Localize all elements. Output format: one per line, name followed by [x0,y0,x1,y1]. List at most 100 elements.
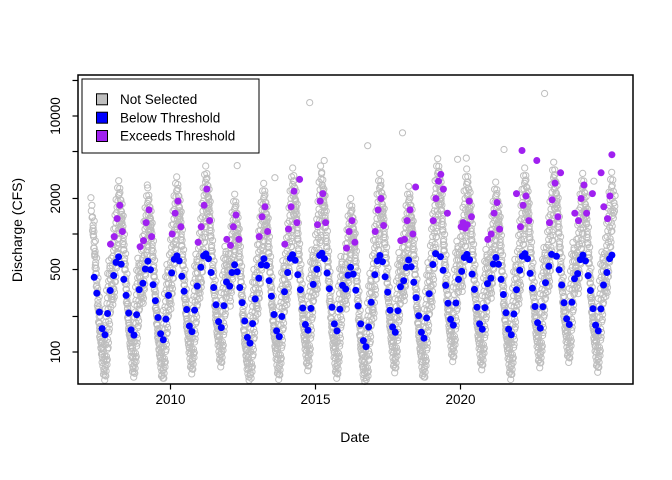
exceeds-threshold-point [197,223,205,231]
exceeds-threshold-point [140,237,147,245]
not-selected-point [363,364,371,372]
not-selected-point [577,237,585,245]
not-selected-point [94,296,102,304]
not-selected-point [304,354,312,362]
not-selected-point [334,370,342,378]
not-selected-point [521,177,529,185]
not-selected-point [534,333,543,341]
not-selected-point [177,230,185,238]
not-selected-point [604,227,612,235]
not-selected-point [206,208,214,216]
not-selected-point [203,174,211,182]
not-selected-point [162,345,170,353]
not-selected-point [429,275,438,283]
not-selected-point [313,285,321,293]
not-selected-point [338,316,346,324]
not-selected-point [234,227,242,235]
not-selected-point [523,184,531,192]
exceeds-threshold-point [287,203,295,211]
exceeds-threshold-point [113,215,121,223]
not-selected-point [377,181,385,189]
not-selected-point [508,355,517,363]
not-selected-point [364,367,372,375]
not-selected-point [131,364,139,372]
below-threshold-point [468,270,476,278]
not-selected-point [406,190,414,198]
y-tick-label: 2000 [48,183,63,213]
exceeds-threshold-point [177,223,185,231]
below-threshold-point [357,320,365,328]
exceeds-threshold-point [465,197,473,205]
not-selected-point [389,338,398,346]
not-selected-point [322,234,330,242]
not-selected-point [438,217,446,225]
not-selected-point [276,355,284,363]
not-selected-point [536,348,544,356]
exceeds-threshold-point [168,230,176,238]
below-threshold-point [371,271,379,279]
not-selected-point [190,348,198,357]
not-selected-point [157,364,165,372]
not-selected-point [409,245,417,253]
below-threshold-point [207,269,215,276]
not-selected-point [554,194,562,202]
not-selected-point [482,313,490,321]
not-selected-point [268,283,276,291]
not-selected-point [248,363,256,371]
exceeds-threshold-point [429,217,437,225]
not-selected-point [176,215,184,223]
not-selected-point [418,348,427,356]
exceeds-threshold-point [401,235,408,243]
not-selected-point [88,227,97,235]
not-selected-swatch-icon [96,93,108,106]
not-selected-point [540,311,548,319]
not-selected-point [538,342,546,350]
not-selected-point [512,318,520,326]
below-threshold-point [495,260,502,268]
below-threshold-point [162,315,170,323]
below-threshold-point [246,339,254,347]
exceeds-threshold-point [229,223,237,231]
not-selected-point [405,240,413,248]
not-selected-point [595,363,603,371]
below-threshold-point [318,249,326,257]
not-selected-point [460,211,468,219]
below-threshold-point [586,287,594,294]
below-threshold-point [381,273,389,281]
not-selected-point [227,288,235,297]
not-selected-point [382,248,390,256]
exceeds-threshold-point [437,170,445,178]
below-threshold-point [263,261,270,269]
not-selected-point [177,236,185,244]
not-selected-point [131,349,139,357]
not-selected-point [103,361,111,369]
below-threshold-point [180,287,188,295]
below-threshold-point [255,274,263,282]
below-threshold-point [273,327,281,335]
below-threshold-point [423,314,431,322]
not-selected-point [607,243,615,251]
not-selected-point [381,241,389,249]
not-selected-point [235,246,243,255]
below-threshold-point [410,278,418,286]
not-selected-point [409,239,417,247]
not-selected-point [609,176,617,184]
not-selected-point [152,306,160,315]
not-selected-point [131,354,139,362]
exceeds-threshold-point [145,206,153,214]
not-selected-point [204,206,213,214]
below-threshold-point [191,306,199,314]
below-threshold-point [215,318,223,326]
not-selected-point [277,359,285,367]
exceeds-threshold-point [371,228,379,235]
not-selected-point [606,235,614,243]
not-selected-point [554,204,562,212]
not-selected-point [551,166,559,174]
not-selected-point [193,301,202,309]
not-selected-point [424,326,432,334]
not-selected-point [525,210,533,218]
not-selected-point [516,281,525,289]
exceeds-threshold-point [600,203,608,211]
not-selected-point [88,201,96,209]
